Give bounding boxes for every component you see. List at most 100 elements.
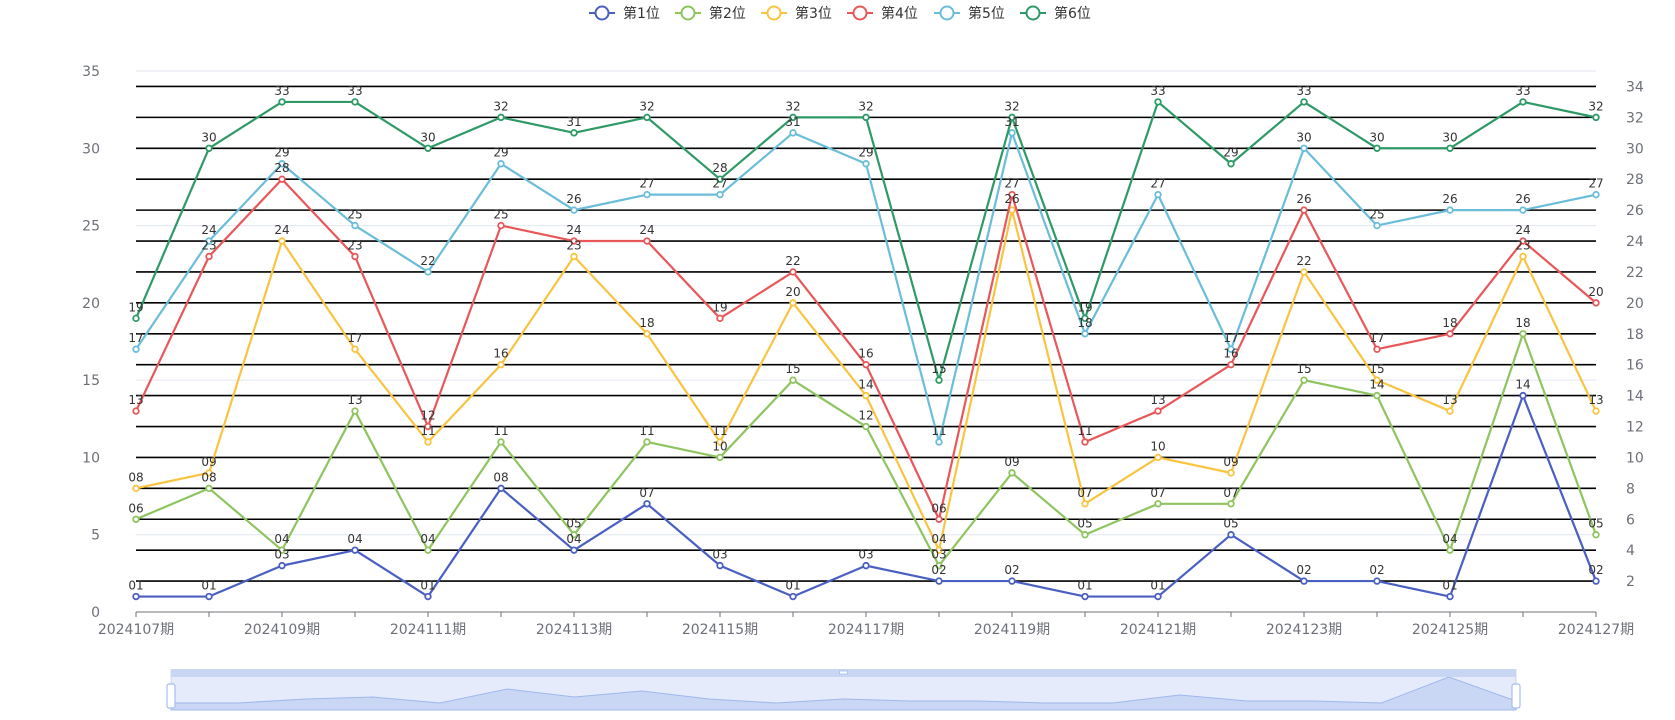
data-label: 08	[493, 470, 508, 484]
data-label: 06	[931, 501, 946, 515]
data-point	[1008, 469, 1016, 477]
data-point	[424, 422, 432, 431]
data-point	[278, 175, 286, 183]
data-label: 13	[1588, 393, 1603, 407]
legend[interactable]: 第1位 第2位 第3位 第4位 第5位 第6位	[589, 5, 1091, 22]
data-label: 24	[274, 223, 289, 237]
zoom-left-handle[interactable]	[166, 683, 176, 709]
data-label: 01	[128, 579, 143, 593]
x-axis-tick-label: 2024127期	[1558, 622, 1634, 638]
data-point	[1300, 268, 1308, 276]
data-point	[643, 438, 651, 446]
data-label: 09	[1004, 455, 1019, 469]
data-label: 28	[712, 161, 727, 175]
data-point	[1592, 577, 1600, 585]
data-point	[1081, 500, 1089, 508]
data-label: 28	[274, 161, 289, 175]
data-label: 12	[420, 409, 435, 423]
data-label: 17	[128, 331, 143, 345]
legend-marker-icon	[594, 5, 610, 21]
data-label: 03	[712, 548, 727, 562]
data-point	[1300, 577, 1308, 585]
data-point	[1592, 190, 1600, 199]
data-point	[1519, 391, 1527, 400]
data-label: 11	[493, 424, 508, 438]
data-point	[862, 391, 870, 400]
data-point	[862, 113, 870, 122]
legend-item[interactable]: 第2位	[675, 5, 746, 22]
data-label: 01	[420, 579, 435, 593]
data-point	[789, 376, 797, 384]
legend-item[interactable]: 第3位	[761, 5, 832, 22]
data-label: 32	[785, 99, 800, 113]
y-axis-left-tick-label: 35	[82, 64, 100, 80]
data-label: 25	[1369, 208, 1384, 222]
x-axis-tick-label: 2024115期	[682, 622, 758, 638]
data-label: 18	[639, 316, 654, 330]
data-label: 30	[1369, 130, 1384, 144]
zoom-right-handle[interactable]	[1511, 683, 1521, 709]
y-axis-right-tick-label: 14	[1626, 389, 1644, 405]
data-point	[716, 438, 724, 446]
y-axis-right-tick-label: 18	[1626, 327, 1644, 343]
data-label: 31	[1004, 115, 1019, 129]
data-label: 19	[1077, 300, 1092, 314]
data-point	[862, 160, 870, 168]
data-point	[205, 237, 213, 245]
data-label: 20	[785, 285, 800, 299]
data-point	[424, 144, 432, 152]
data-label: 27	[1150, 177, 1165, 191]
data-point	[716, 453, 724, 462]
data-label: 27	[712, 177, 727, 191]
legend-marker-icon	[939, 5, 955, 21]
data-point	[1519, 206, 1527, 214]
data-point	[1008, 129, 1016, 137]
legend-item[interactable]: 第6位	[1020, 5, 1091, 22]
data-label: 08	[201, 470, 216, 484]
data-label: 16	[493, 347, 508, 361]
data-label: 07	[1223, 486, 1238, 500]
data-label: 23	[347, 238, 362, 252]
data-point	[132, 515, 140, 523]
data-point	[1592, 113, 1600, 122]
data-label: 07	[1077, 486, 1092, 500]
data-label: 15	[1369, 362, 1384, 376]
legend-item[interactable]: 第4位	[847, 5, 918, 22]
data-label: 03	[931, 548, 946, 562]
legend-marker-icon	[852, 5, 868, 21]
data-label: 26	[1442, 192, 1457, 206]
data-point	[935, 515, 943, 523]
data-label: 04	[274, 532, 289, 546]
data-label: 23	[566, 238, 581, 252]
data-label: 25	[493, 208, 508, 222]
data-label: 32	[858, 99, 873, 113]
data-point	[1300, 376, 1308, 384]
data-point	[1446, 546, 1454, 554]
data-point	[716, 561, 724, 570]
data-point	[205, 252, 213, 261]
data-label: 13	[128, 393, 143, 407]
data-label: 04	[420, 532, 435, 546]
x-axis-tick-label: 2024125期	[1412, 622, 1488, 638]
data-label: 05	[1077, 517, 1092, 531]
legend-item[interactable]: 第1位	[589, 5, 660, 22]
data-label: 15	[931, 362, 946, 376]
data-label: 26	[1004, 192, 1019, 206]
data-label: 03	[858, 548, 873, 562]
data-point	[497, 360, 505, 369]
data-point	[1592, 407, 1600, 415]
data-point	[570, 531, 578, 539]
data-label: 29	[858, 146, 873, 160]
data-zoom-slider[interactable]	[166, 669, 1521, 711]
legend-item[interactable]: 第5位	[934, 5, 1005, 22]
y-axis-right-tick-label: 26	[1626, 203, 1644, 219]
data-label: 03	[274, 548, 289, 562]
data-label: 01	[1442, 579, 1457, 593]
legend-marker-icon	[680, 5, 696, 21]
legend-label: 第1位	[623, 5, 660, 22]
data-point	[205, 469, 213, 477]
data-point	[132, 314, 140, 323]
y-axis-right-tick-label: 24	[1626, 234, 1644, 250]
data-label: 11	[420, 424, 435, 438]
